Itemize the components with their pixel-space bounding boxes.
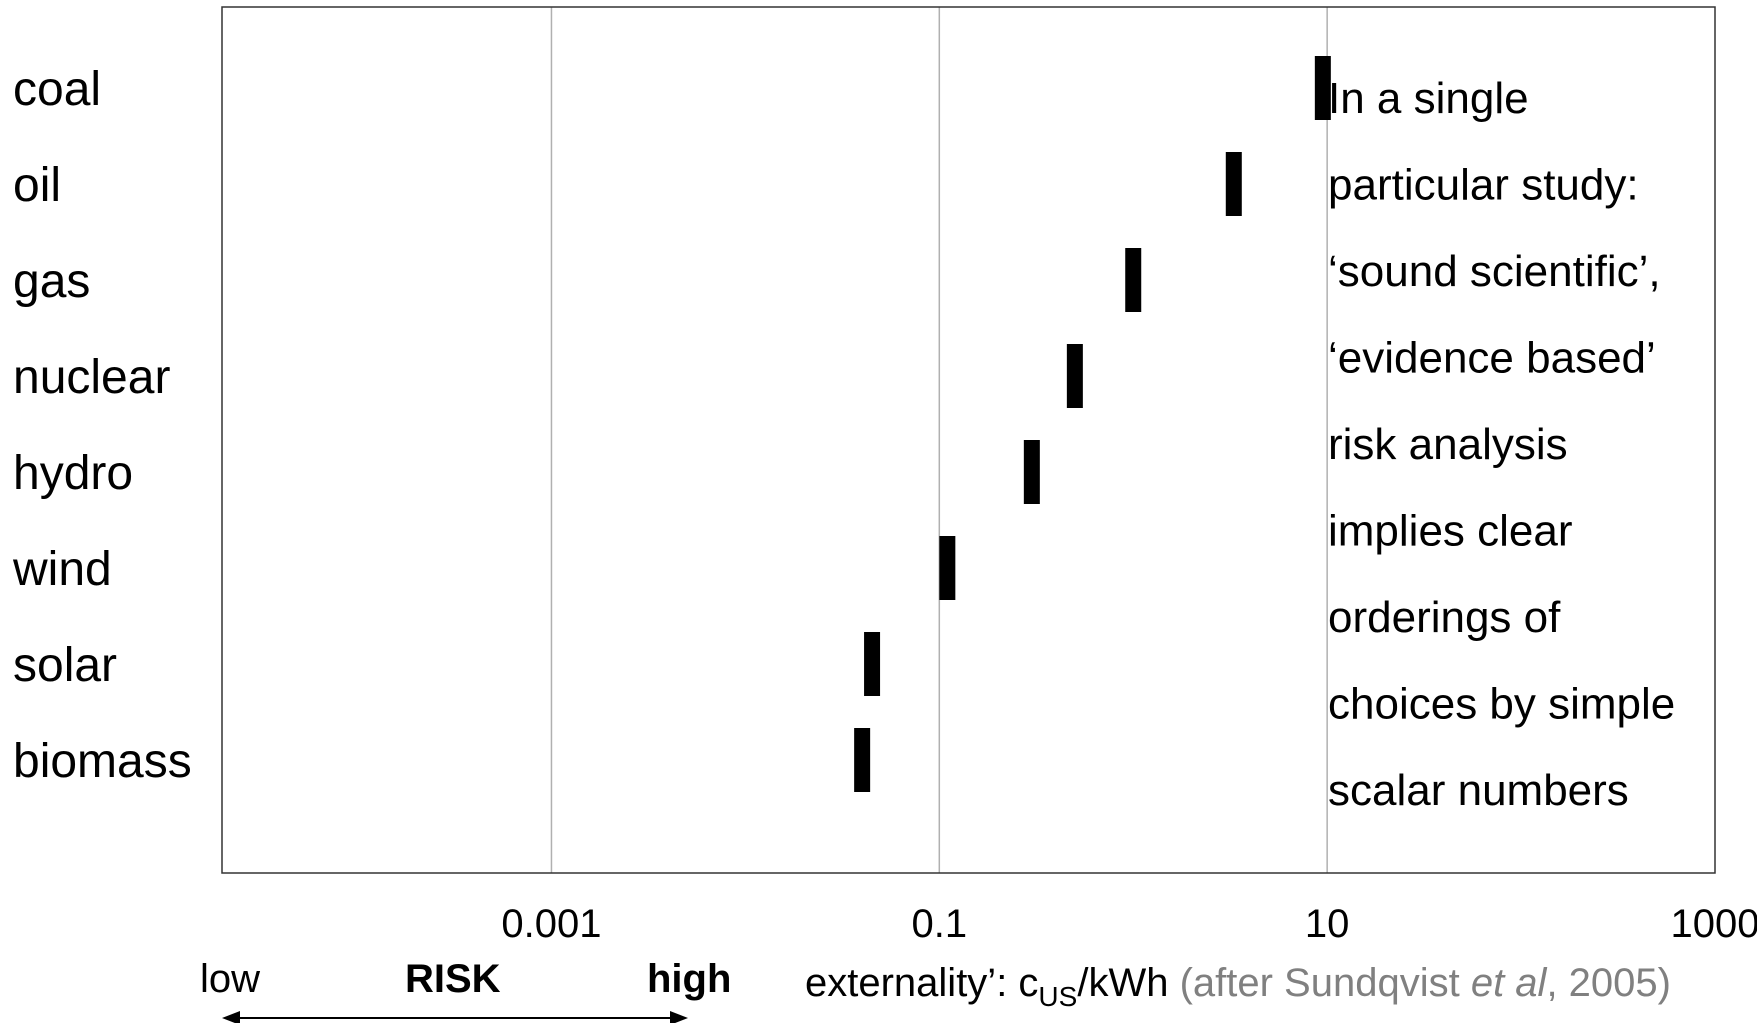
source-suffix: , 2005): [1546, 961, 1671, 1005]
note-line: risk analysis: [1328, 420, 1568, 469]
tick-labels: 0.001 0.1 10 1000: [501, 902, 1757, 946]
note-line: In a single: [1328, 74, 1529, 123]
note-line: ‘evidence based’: [1328, 334, 1656, 383]
category-label: nuclear: [13, 351, 170, 404]
category-labels: coal oil gas nuclear hydro wind solar biomass: [12, 63, 192, 788]
x-tick-label: 0.1: [912, 902, 968, 946]
category-label: coal: [13, 63, 101, 116]
x-axis-label-sub: US: [1038, 981, 1077, 1012]
annotation-note: In a single particular study: ‘sound scien…: [1328, 74, 1675, 815]
risk-low-label: low: [200, 957, 260, 1001]
data-mark: [1066, 344, 1083, 408]
note-line: scalar numbers: [1328, 766, 1629, 815]
category-label: solar: [13, 639, 117, 692]
note-line: particular study:: [1328, 161, 1639, 210]
source-italic: et al: [1471, 961, 1548, 1005]
x-tick-label: 10: [1305, 902, 1350, 946]
x-tick-label: 0.001: [501, 902, 601, 946]
data-mark: [1023, 440, 1040, 504]
gridlines: [550, 7, 1328, 873]
x-axis-label-main: externality’: c: [805, 961, 1038, 1005]
data-mark: [1314, 56, 1331, 120]
x-tick-label: 1000: [1671, 902, 1757, 946]
category-label: oil: [13, 159, 61, 212]
category-label: gas: [13, 255, 90, 308]
data-mark: [864, 632, 881, 696]
category-label: wind: [12, 543, 112, 596]
note-line: ‘sound scientific’,: [1328, 247, 1661, 296]
data-mark: [854, 728, 871, 792]
note-line: orderings of: [1328, 593, 1561, 642]
risk-title: RISK: [405, 957, 501, 1001]
data-mark: [939, 536, 956, 600]
note-line: choices by simple: [1328, 680, 1675, 729]
category-label: biomass: [13, 735, 192, 788]
risk-high-label: high: [647, 957, 731, 1001]
x-axis-label: externality’: cUS/kWh (after Sundqvist e…: [805, 961, 1671, 1012]
data-marks: [854, 56, 1331, 792]
data-mark: [1125, 248, 1142, 312]
x-axis-label-unit: /kWh: [1077, 961, 1168, 1005]
note-line: implies clear: [1328, 507, 1573, 556]
category-label: hydro: [13, 447, 133, 500]
data-mark: [1225, 152, 1242, 216]
source-prefix: (after Sundqvist: [1168, 961, 1470, 1005]
risk-arrow: [222, 1011, 688, 1023]
plot-frame: [221, 6, 1716, 874]
